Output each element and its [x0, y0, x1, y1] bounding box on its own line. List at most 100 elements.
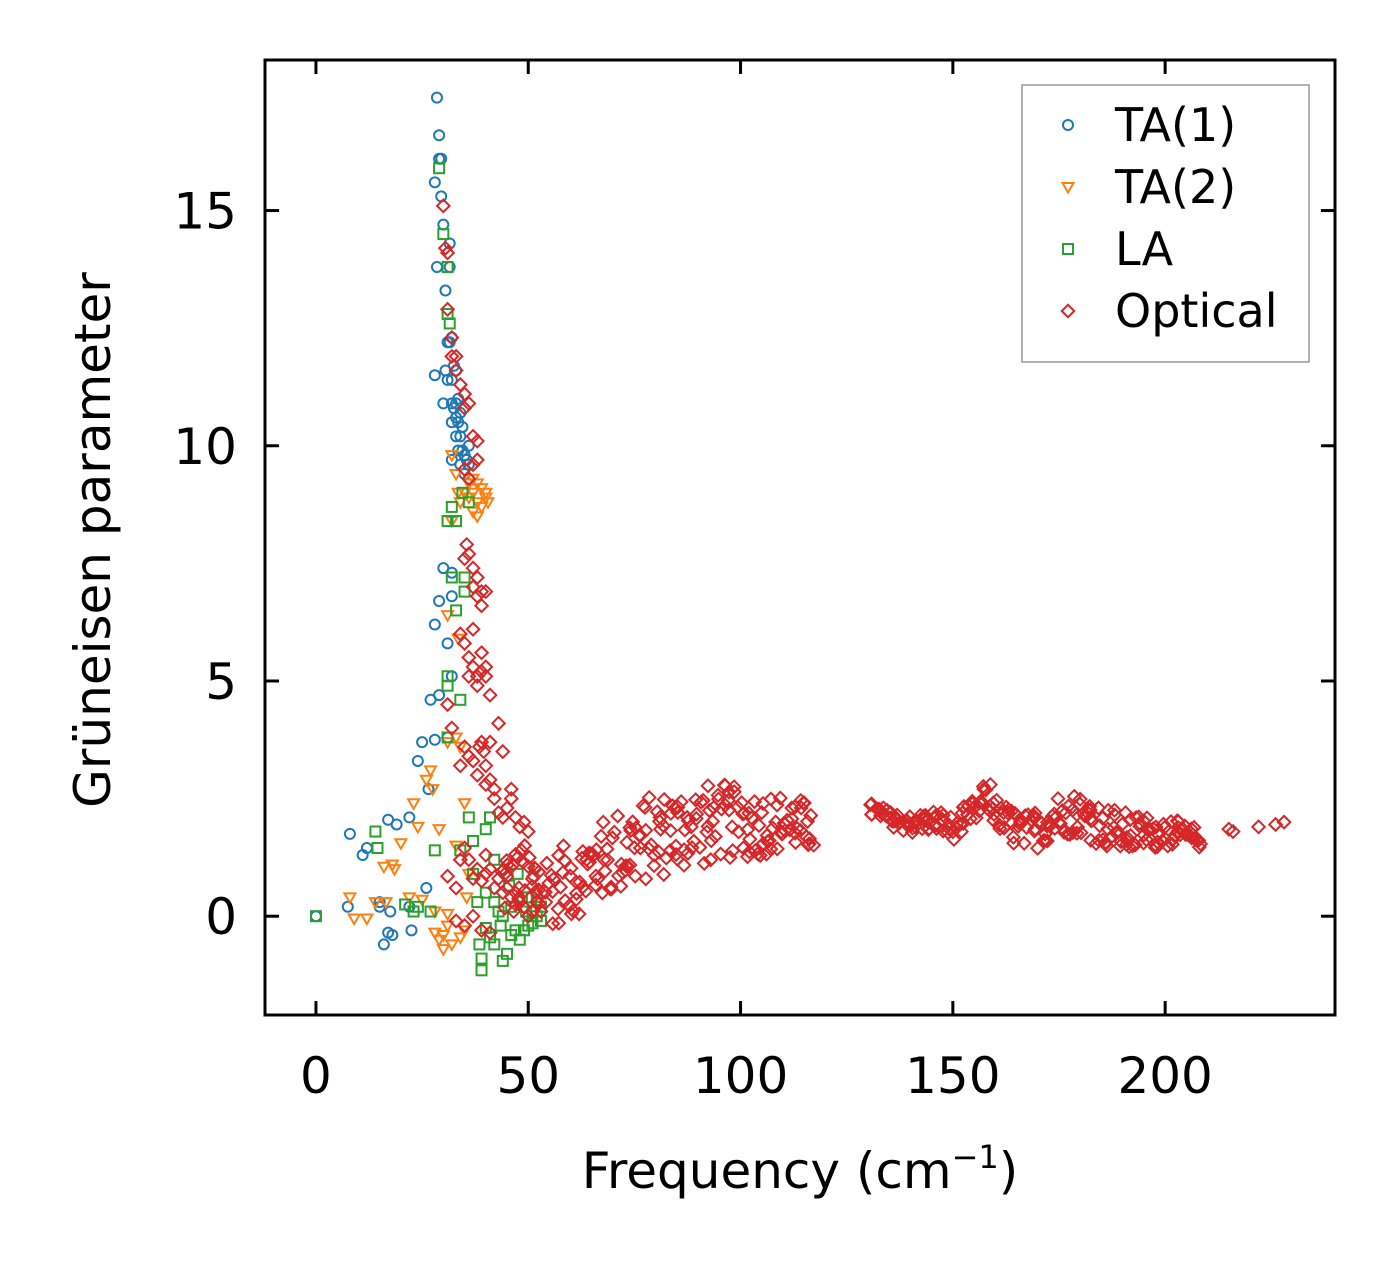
- data-point: [627, 868, 643, 884]
- data-point: [1221, 821, 1237, 837]
- data-point: [692, 839, 708, 856]
- data-point: [1090, 800, 1107, 816]
- data-point: [456, 400, 473, 416]
- x-axis-label-main: Frequency (cm: [582, 1142, 952, 1200]
- data-point: [437, 228, 450, 241]
- data-point: [445, 590, 458, 603]
- data-point: [486, 790, 502, 807]
- data-point: [405, 924, 418, 937]
- data-point: [456, 420, 469, 433]
- data-point: [479, 886, 492, 899]
- data-point: [799, 813, 816, 830]
- data-point: [428, 176, 441, 189]
- data-point: [741, 844, 758, 860]
- data-point: [443, 317, 456, 330]
- x-tick-label: 100: [693, 1047, 788, 1105]
- data-point: [480, 497, 496, 510]
- data-point: [604, 830, 621, 846]
- data-point: [735, 840, 752, 856]
- data-point: [420, 881, 433, 894]
- data-point: [433, 162, 446, 175]
- data-point: [439, 245, 456, 261]
- legend-item: Optical: [1060, 284, 1277, 338]
- data-point: [450, 604, 463, 617]
- data-point: [411, 900, 424, 913]
- data-point: [406, 798, 421, 811]
- data-point: [524, 878, 541, 894]
- data-point: [652, 821, 669, 837]
- data-point: [752, 847, 768, 864]
- data-point: [341, 900, 354, 913]
- data-point: [597, 863, 613, 879]
- legend-item: TA(1): [1062, 98, 1236, 152]
- data-point: [550, 901, 566, 917]
- data-point: [469, 678, 485, 694]
- data-point: [427, 927, 443, 941]
- data-point: [469, 452, 485, 468]
- data-point: [758, 846, 775, 862]
- data-point: [1082, 802, 1098, 818]
- data-point: [578, 883, 594, 899]
- data-point: [439, 696, 456, 713]
- data-point: [450, 515, 463, 528]
- data-point: [556, 852, 573, 869]
- data-point: [439, 301, 456, 317]
- data-point: [428, 733, 441, 746]
- x-axis-label-close: ): [999, 1142, 1019, 1200]
- data-point: [497, 900, 513, 916]
- data-point: [720, 792, 736, 809]
- data-point: [467, 834, 480, 847]
- data-point: [676, 857, 692, 873]
- axis-tick-labels: 0 50 100 150 200 0 5 10 15: [173, 183, 1213, 1105]
- data-point: [473, 938, 486, 951]
- series-optical: [435, 198, 1292, 941]
- data-point: [386, 929, 399, 942]
- data-point: [568, 891, 584, 907]
- data-point: [416, 736, 429, 749]
- data-point: [736, 805, 753, 821]
- data-point: [746, 793, 763, 810]
- data-point: [695, 792, 711, 809]
- data-point: [726, 784, 742, 800]
- data-point: [441, 515, 454, 528]
- data-point: [702, 852, 719, 868]
- data-point: [433, 689, 446, 702]
- data-point: [588, 842, 604, 858]
- data-point: [378, 897, 394, 910]
- data-point: [953, 823, 970, 840]
- data-point: [473, 598, 490, 614]
- data-point: [309, 910, 322, 923]
- data-point: [563, 860, 579, 876]
- data-point: [469, 767, 485, 783]
- legend-label: LA: [1115, 222, 1174, 276]
- data-point: [474, 501, 489, 515]
- data-point: [433, 595, 446, 608]
- data-point: [371, 841, 384, 854]
- data-point: [707, 828, 723, 845]
- series-ta-2: [342, 450, 496, 957]
- data-point: [701, 802, 718, 819]
- data-point: [1186, 819, 1202, 836]
- data-point: [411, 754, 424, 767]
- data-point: [539, 855, 555, 871]
- data-point: [533, 903, 549, 920]
- data-point: [662, 822, 679, 839]
- data-point: [772, 790, 788, 806]
- data-point: [641, 789, 657, 806]
- data-point: [520, 908, 536, 924]
- data-point: [454, 693, 467, 706]
- data-point: [992, 820, 1008, 837]
- data-point: [441, 679, 454, 692]
- data-point: [677, 822, 693, 838]
- data-point: [889, 807, 905, 823]
- data-point: [457, 798, 472, 811]
- legend-marker: [1062, 119, 1074, 131]
- data-point: [1039, 833, 1055, 849]
- data-point: [453, 932, 468, 945]
- data-point: [801, 836, 817, 852]
- data-point: [1127, 837, 1143, 853]
- data-point: [461, 478, 477, 491]
- data-point: [452, 758, 468, 774]
- data-point: [525, 868, 542, 884]
- data-point: [581, 845, 597, 861]
